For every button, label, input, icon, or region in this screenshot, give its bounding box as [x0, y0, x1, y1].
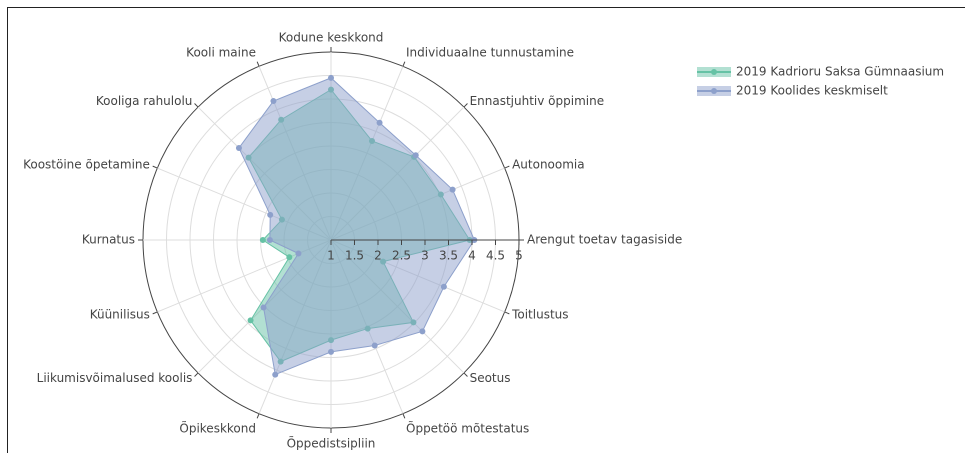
- angular-tick: [256, 61, 260, 67]
- angular-tick: [194, 372, 199, 377]
- category-label: Kurnatus: [82, 233, 135, 247]
- category-label: Koostöine õpetamine: [23, 157, 150, 171]
- angular-tick: [402, 413, 406, 419]
- category-label: Toitlustus: [511, 308, 568, 322]
- category-label: Autonoomia: [512, 157, 585, 171]
- radial-tick-label: 4.5: [486, 249, 505, 263]
- point: [270, 98, 277, 105]
- angular-tick: [194, 103, 199, 108]
- category-label: Arengut toetav tagasiside: [527, 233, 682, 247]
- radial-tick-label: 4: [468, 249, 476, 263]
- radial-tick-label: 3: [421, 249, 429, 263]
- point: [412, 152, 419, 159]
- point: [272, 371, 279, 378]
- legend-label: 2019 Koolides keskmiselt: [736, 84, 888, 98]
- point: [419, 328, 426, 335]
- angular-tick: [152, 165, 158, 169]
- radial-tick-label: 2.5: [392, 249, 411, 263]
- category-label: Ennastjuhtiv õppimine: [470, 94, 605, 108]
- point: [266, 237, 273, 243]
- category-label: Küünilisus: [90, 308, 150, 322]
- legend-marker: [711, 69, 717, 75]
- angular-tick: [256, 413, 260, 419]
- category-label: Õppetöö mõtestatus: [406, 421, 529, 436]
- category-label: Õpikeskkond: [179, 421, 256, 436]
- category-label: Individuaalne tunnustamine: [406, 45, 574, 59]
- point: [267, 211, 274, 218]
- point: [371, 342, 378, 349]
- angular-tick: [463, 103, 468, 108]
- frame: [7, 7, 965, 453]
- category-label: Kodune keskkond: [279, 31, 384, 45]
- legend-label: 2019 Kadrioru Saksa Gümnaasium: [736, 65, 944, 79]
- category-label: Kooliga rahulolu: [96, 94, 193, 108]
- point: [295, 250, 302, 257]
- point: [286, 254, 293, 261]
- radial-tick-label: 5: [515, 249, 523, 263]
- point: [259, 237, 266, 243]
- point: [440, 283, 447, 290]
- angular-tick: [152, 311, 158, 315]
- angular-tick: [402, 61, 406, 67]
- angular-tick: [504, 165, 510, 169]
- point: [247, 317, 254, 324]
- point: [328, 74, 334, 81]
- category-label: Seotus: [470, 371, 511, 385]
- radial-tick-label: 3.5: [439, 249, 458, 263]
- legend-marker: [711, 88, 717, 94]
- radial-tick-label: 1.5: [345, 249, 364, 263]
- point: [376, 119, 383, 126]
- radial-tick-label: 1: [327, 249, 335, 263]
- point: [449, 186, 456, 193]
- point: [328, 348, 334, 355]
- angular-tick: [463, 372, 468, 377]
- category-label: Õppedistsipliin: [287, 436, 376, 451]
- category-label: Kooli maine: [186, 45, 256, 59]
- point: [260, 304, 267, 311]
- radial-tick-label: 2: [374, 249, 382, 263]
- point: [235, 144, 242, 151]
- angular-tick: [504, 311, 510, 315]
- category-label: Liikumisvõimalused koolis: [37, 371, 193, 385]
